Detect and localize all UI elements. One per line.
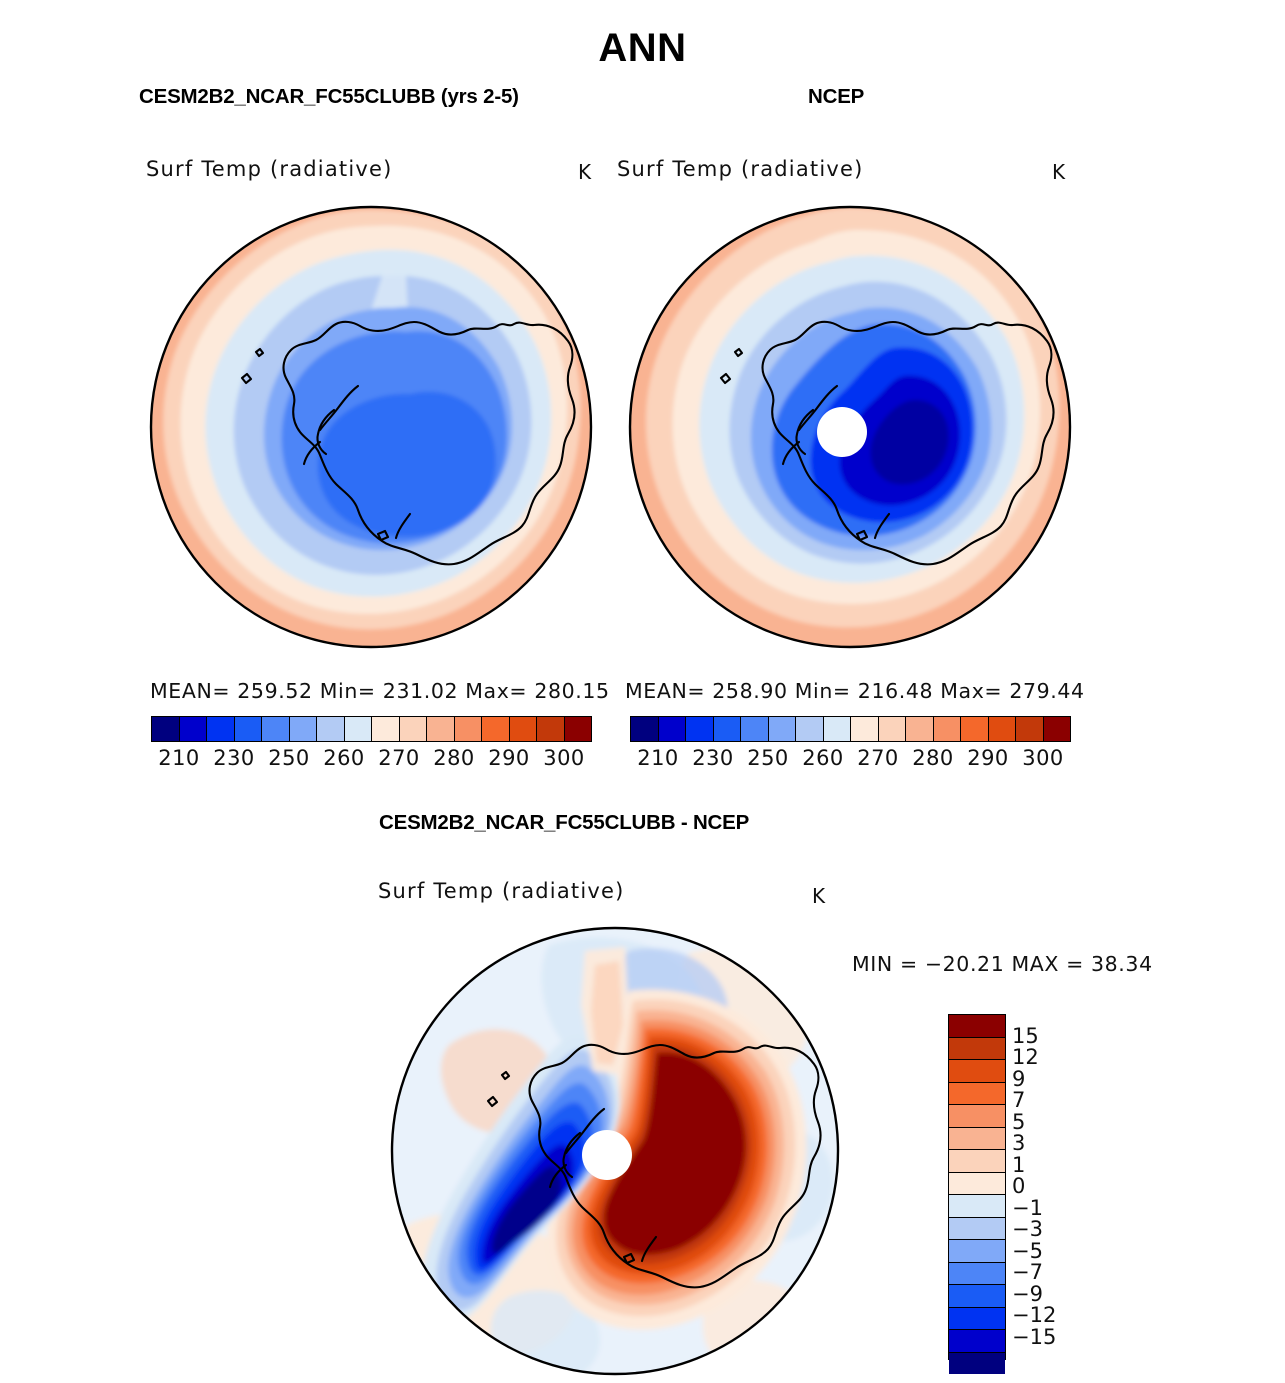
vcb-tick: −9: [1012, 1281, 1043, 1306]
right-units-label: K: [1052, 160, 1066, 184]
left-map-outline: [149, 205, 593, 649]
diff-units-label: K: [812, 884, 826, 908]
vcb-tick: −5: [1012, 1238, 1043, 1263]
diff-polar-map: [389, 925, 841, 1377]
vcb-tick: 7: [1012, 1088, 1026, 1112]
vcb-tick: −7: [1012, 1260, 1043, 1284]
left-colorbar: [151, 716, 592, 742]
right-variable-label: Surf Temp (radiative): [617, 157, 864, 181]
cb-tick: 300: [1022, 746, 1064, 770]
diff-map-outline: [390, 926, 840, 1376]
cb-tick: 280: [912, 746, 954, 770]
diff-minmax: MIN = −20.21 MAX = 38.34: [852, 952, 1153, 976]
diff-title: CESM2B2_NCAR_FC55CLUBB - NCEP: [379, 811, 750, 834]
cb-tick: 270: [857, 746, 899, 770]
left-stats: MEAN= 259.52 Min= 231.02 Max= 280.15: [150, 679, 610, 703]
cb-tick: 270: [378, 746, 420, 770]
vcb-tick: 1: [1012, 1152, 1026, 1177]
vcb-tick: 5: [1012, 1109, 1026, 1134]
left-variable-label: Surf Temp (radiative): [146, 157, 393, 181]
left-contour-fills: [151, 207, 591, 647]
cb-tick: 290: [488, 746, 530, 770]
cb-tick: 280: [433, 746, 475, 770]
left-polar-map: [148, 204, 594, 650]
cb-tick: 210: [158, 746, 200, 770]
cb-tick: 230: [213, 746, 255, 770]
left-case-title: CESM2B2_NCAR_FC55CLUBB (yrs 2-5): [139, 85, 519, 108]
cb-tick: 300: [543, 746, 585, 770]
left-map-svg: [149, 205, 593, 649]
cb-tick: 290: [967, 746, 1009, 770]
vcb-tick: 9: [1012, 1066, 1026, 1091]
diff-variable-label: Surf Temp (radiative): [378, 879, 625, 903]
cb-tick: 260: [802, 746, 844, 770]
right-polar-map: [627, 204, 1073, 650]
cb-tick: 230: [692, 746, 734, 770]
right-stats: MEAN= 258.90 Min= 216.48 Max= 279.44: [625, 679, 1085, 703]
right-polar-data-hole: [817, 407, 867, 457]
vcb-tick: 15: [1012, 1023, 1039, 1048]
cb-tick: 210: [637, 746, 679, 770]
right-colorbar: [630, 716, 1071, 742]
diff-colorbar-ticks: 15 12 9 7 5 3 1 0 −1 −3 −5 −7 −9 −12 −15: [1012, 1014, 1102, 1358]
diff-polar-data-hole: [582, 1130, 632, 1180]
diff-contour-fills: [392, 928, 838, 1374]
vcb-tick: −3: [1012, 1217, 1043, 1241]
right-map-svg: [628, 205, 1072, 649]
vcb-tick: −1: [1012, 1195, 1043, 1220]
right-coastline: [719, 320, 1055, 566]
cb-tick: 260: [323, 746, 365, 770]
right-case-title: NCEP: [808, 85, 865, 108]
vcb-tick: −12: [1012, 1303, 1057, 1327]
left-units-label: K: [578, 160, 592, 184]
right-colorbar-ticks: 210 230 250 260 270 280 290 300: [630, 746, 1072, 774]
diff-colorbar: [948, 1014, 1006, 1374]
cb-tick: 250: [747, 746, 789, 770]
diff-coastline: [486, 1043, 822, 1289]
vcb-tick: 0: [1012, 1174, 1026, 1198]
right-map-outline: [628, 205, 1072, 649]
vcb-tick: 3: [1012, 1131, 1026, 1155]
left-colorbar-ticks: 210 230 250 260 270 280 290 300: [151, 746, 593, 774]
diff-map-svg: [390, 926, 840, 1376]
season-title: ANN: [598, 26, 687, 70]
left-coastline: [240, 320, 576, 566]
vcb-tick: −15: [1012, 1324, 1057, 1349]
vcb-tick: 12: [1012, 1045, 1039, 1069]
cb-tick: 250: [268, 746, 310, 770]
